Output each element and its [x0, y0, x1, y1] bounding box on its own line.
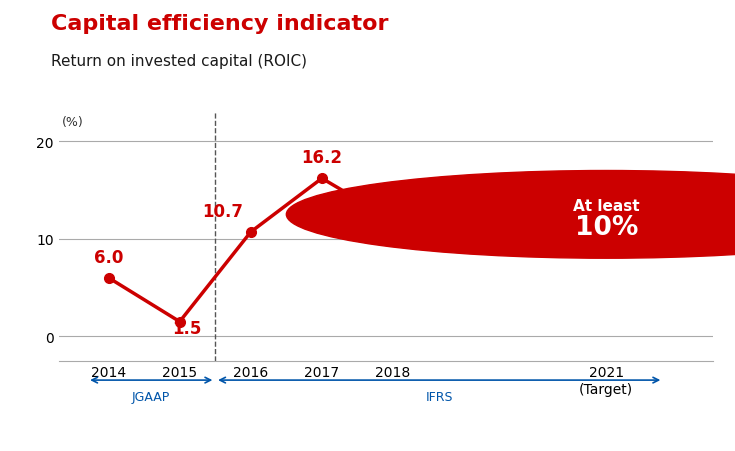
Text: (%): (%) — [62, 115, 84, 129]
Text: 10.7: 10.7 — [202, 203, 243, 221]
Text: 16.2: 16.2 — [301, 148, 343, 166]
Text: At least: At least — [573, 198, 639, 214]
Text: Capital efficiency indicator: Capital efficiency indicator — [51, 14, 389, 33]
Text: JGAAP: JGAAP — [132, 390, 171, 403]
Text: Return on invested capital (ROIC): Return on invested capital (ROIC) — [51, 54, 307, 69]
Circle shape — [287, 171, 735, 259]
Text: 11.9: 11.9 — [340, 191, 381, 209]
Text: IFRS: IFRS — [426, 390, 453, 403]
Text: 1.5: 1.5 — [172, 319, 201, 337]
Text: 10%: 10% — [575, 215, 638, 240]
Text: 6.0: 6.0 — [94, 249, 123, 267]
